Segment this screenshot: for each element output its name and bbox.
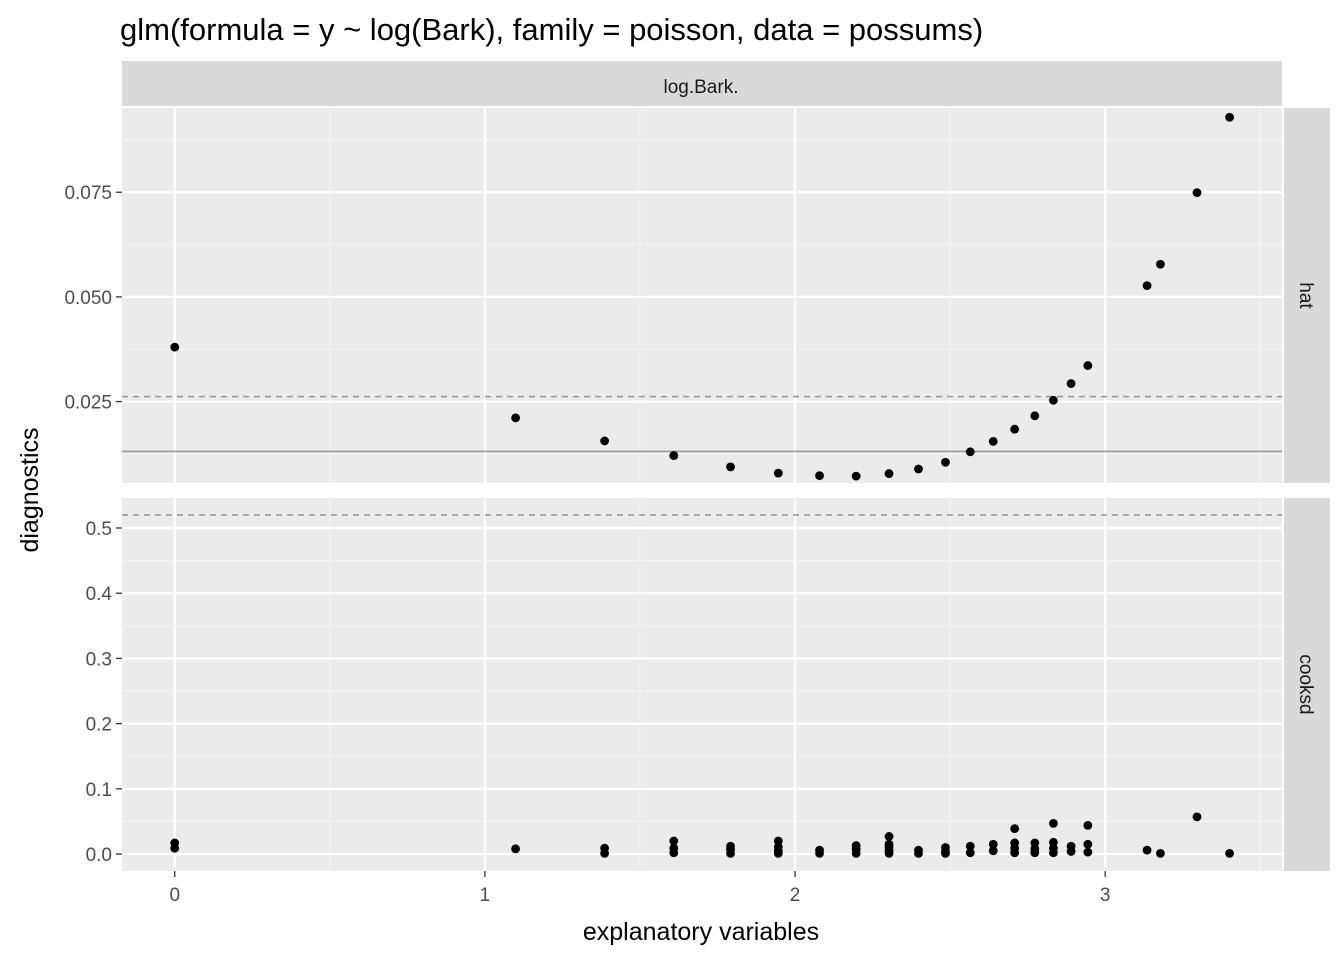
data-point xyxy=(511,844,520,854)
data-point xyxy=(884,832,894,841)
row-strip xyxy=(1284,108,1330,483)
data-point xyxy=(1049,848,1058,858)
data-point xyxy=(965,848,975,858)
data-point xyxy=(773,468,783,478)
row-strip-label: hat xyxy=(1295,282,1316,309)
data-point xyxy=(884,848,894,858)
y-tick-label: 0.1 xyxy=(86,780,112,801)
data-point xyxy=(1156,259,1165,269)
panel-background xyxy=(122,498,1282,871)
column-strip-label: log.Bark. xyxy=(664,77,739,98)
y-tick-label: 0.025 xyxy=(64,393,112,414)
data-point xyxy=(1030,848,1040,858)
data-point xyxy=(669,451,679,460)
data-point xyxy=(1083,847,1093,857)
facet-panels: 0.025 0.050 0.075 hat 0.0 0.1 0.2 0.3 0.4 0.5 cook… xyxy=(64,108,1330,906)
data-point xyxy=(1030,411,1040,421)
data-point xyxy=(1083,361,1093,370)
data-point xyxy=(941,457,950,467)
y-tick-label: 0.050 xyxy=(64,288,112,309)
data-point xyxy=(1083,820,1093,830)
data-point xyxy=(600,848,610,858)
data-point xyxy=(851,471,861,481)
data-point xyxy=(669,836,679,846)
x-axis: 0 1 2 3 xyxy=(169,871,1110,906)
y-tick-label: 0.2 xyxy=(86,715,112,736)
data-point xyxy=(1225,112,1234,122)
data-point xyxy=(914,848,923,858)
data-point xyxy=(815,848,824,858)
data-point xyxy=(170,342,180,352)
data-point xyxy=(941,848,950,858)
data-point xyxy=(1010,824,1020,834)
data-point xyxy=(1010,848,1020,858)
x-tick-label: 1 xyxy=(480,885,491,906)
y-axis-title: diagnostics xyxy=(16,427,44,552)
data-point xyxy=(988,839,998,849)
y-tick-label: 0.0 xyxy=(86,845,112,866)
data-point xyxy=(884,469,894,478)
data-point xyxy=(726,848,735,858)
x-axis-title: explanatory variables xyxy=(583,918,819,946)
data-point xyxy=(988,846,998,856)
data-point xyxy=(988,436,998,446)
data-point xyxy=(851,848,861,858)
row-strip-label: cooksd xyxy=(1295,654,1316,714)
data-point xyxy=(1066,847,1076,856)
data-point xyxy=(815,471,824,481)
y-tick-label: 0.075 xyxy=(64,183,112,204)
data-point xyxy=(1156,848,1165,858)
data-point xyxy=(1142,281,1152,290)
data-point xyxy=(1010,424,1020,434)
data-point xyxy=(965,841,975,851)
data-point xyxy=(773,848,783,858)
data-point xyxy=(965,447,975,457)
data-point xyxy=(1049,395,1058,405)
data-point xyxy=(1066,379,1076,388)
data-point xyxy=(1049,818,1058,828)
data-point xyxy=(1192,188,1202,198)
data-point xyxy=(600,436,610,446)
data-point xyxy=(669,848,679,858)
x-tick-label: 0 xyxy=(169,885,180,906)
data-point xyxy=(1083,839,1093,849)
data-point xyxy=(1225,848,1234,858)
y-tick-label: 0.5 xyxy=(86,519,112,540)
data-point xyxy=(1192,812,1202,822)
row-strip xyxy=(1284,498,1330,871)
panel-background xyxy=(122,108,1282,483)
data-point xyxy=(726,462,735,472)
data-point xyxy=(170,843,180,853)
x-tick-label: 2 xyxy=(790,885,801,906)
x-tick-label: 3 xyxy=(1100,885,1111,906)
panel-hat: 0.025 0.050 0.075 hat xyxy=(64,108,1330,483)
panel-cooksd: 0.0 0.1 0.2 0.3 0.4 0.5 cooksd xyxy=(86,498,1330,871)
data-point xyxy=(914,464,923,474)
chart-title: glm(formula = y ~ log(Bark), family = po… xyxy=(120,12,983,47)
y-tick-label: 0.3 xyxy=(86,649,112,670)
y-tick-label: 0.4 xyxy=(86,584,113,605)
data-point xyxy=(511,413,520,423)
column-strip xyxy=(122,61,1282,106)
data-point xyxy=(1142,845,1152,855)
